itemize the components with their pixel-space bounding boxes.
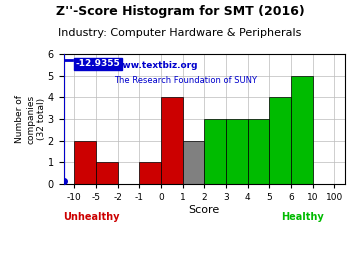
Bar <box>291 76 312 184</box>
Text: www.textbiz.org: www.textbiz.org <box>114 60 198 70</box>
Bar <box>248 119 269 184</box>
Bar <box>139 162 161 184</box>
Bar <box>226 119 248 184</box>
Bar <box>75 141 96 184</box>
Bar <box>161 97 183 184</box>
Bar <box>96 162 118 184</box>
X-axis label: Score: Score <box>189 205 220 215</box>
Text: Unhealthy: Unhealthy <box>63 212 120 222</box>
Bar <box>269 97 291 184</box>
Text: Industry: Computer Hardware & Peripherals: Industry: Computer Hardware & Peripheral… <box>58 28 302 38</box>
Text: -12.9355: -12.9355 <box>76 59 120 68</box>
Y-axis label: Number of
companies
(32 total): Number of companies (32 total) <box>15 94 46 144</box>
Bar <box>204 119 226 184</box>
Text: Healthy: Healthy <box>282 212 324 222</box>
Text: The Research Foundation of SUNY: The Research Foundation of SUNY <box>114 76 257 85</box>
Text: Z''-Score Histogram for SMT (2016): Z''-Score Histogram for SMT (2016) <box>56 5 304 18</box>
Bar <box>183 141 204 184</box>
